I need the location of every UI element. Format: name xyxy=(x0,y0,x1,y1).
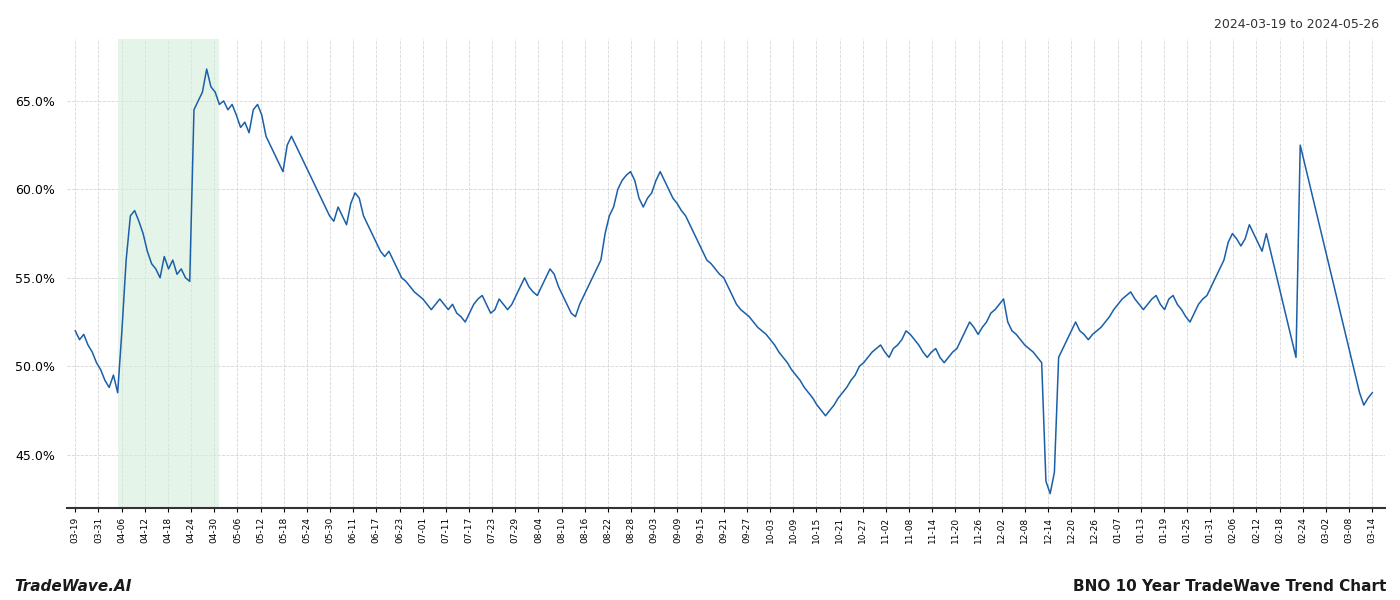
Bar xyxy=(118,39,220,508)
Text: 2024-03-19 to 2024-05-26: 2024-03-19 to 2024-05-26 xyxy=(1214,18,1379,31)
Text: TradeWave.AI: TradeWave.AI xyxy=(14,579,132,594)
Text: BNO 10 Year TradeWave Trend Chart: BNO 10 Year TradeWave Trend Chart xyxy=(1072,579,1386,594)
